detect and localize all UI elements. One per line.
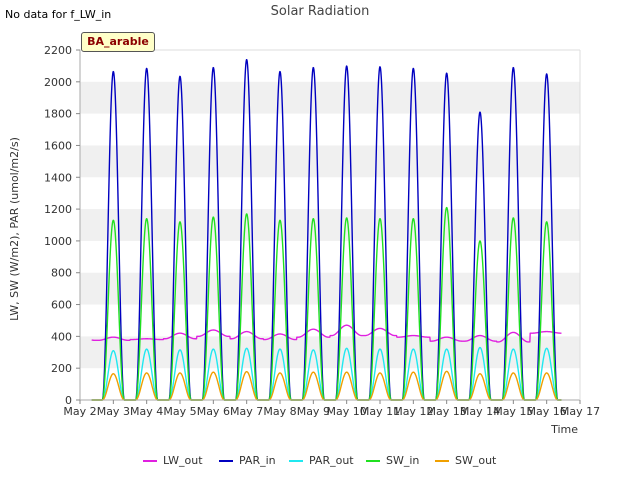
legend-label-par-in: PAR_in xyxy=(239,454,276,467)
x-ticks: May 2 May 3 May 4 May 5 May 6 May 7 May 8 May 9… xyxy=(63,400,600,418)
y-tick-label: 1600 xyxy=(44,139,72,152)
x-tick-label: May 9 xyxy=(297,405,330,418)
no-data-note: No data for f_LW_in xyxy=(5,8,112,21)
site-label-badge: BA_arable xyxy=(81,32,155,52)
x-tick-label: May 12 xyxy=(393,405,433,418)
y-tick-label: 2000 xyxy=(44,76,72,89)
legend-item-sw-out: SW_out xyxy=(435,454,496,467)
legend-swatch-sw-in xyxy=(366,459,380,462)
x-tick-label: May 13 xyxy=(427,405,467,418)
x-tick-label: May 3 xyxy=(97,405,130,418)
x-tick-label: May 10 xyxy=(327,405,367,418)
x-tick-label: May 16 xyxy=(527,405,567,418)
axes xyxy=(79,49,581,401)
x-tick-label: May 6 xyxy=(197,405,230,418)
x-tick-label: May 5 xyxy=(163,405,196,418)
y-tick-label: 1000 xyxy=(44,235,72,248)
y-tick-label: 400 xyxy=(51,330,72,343)
series-line-sw-out xyxy=(91,370,562,401)
legend-swatch-par-out xyxy=(289,459,303,462)
legend-label-par-out: PAR_out xyxy=(309,454,354,467)
chart-title: Solar Radiation xyxy=(270,4,370,19)
legend-label-sw-out: SW_out xyxy=(455,454,497,467)
grid-band xyxy=(80,81,580,114)
x-tick-label: May 7 xyxy=(230,405,263,418)
y-tick-label: 200 xyxy=(51,362,72,375)
x-tick-label: May 8 xyxy=(263,405,296,418)
y-tick-label: 1800 xyxy=(44,108,72,121)
legend-swatch-par-in xyxy=(219,459,233,462)
x-tick-label: May 4 xyxy=(130,405,163,418)
x-tick-label: May 11 xyxy=(360,405,400,418)
grid-band xyxy=(80,272,580,305)
legend-swatch-lw-out xyxy=(143,459,157,462)
y-tick-label: 2200 xyxy=(44,44,72,57)
legend-item-lw-out: LW_out xyxy=(143,454,203,467)
grid-band xyxy=(80,145,580,178)
y-tick-label: 800 xyxy=(51,267,72,280)
y-tick-label: 0 xyxy=(65,394,72,407)
y-axis-label: LW, SW (W/m2), PAR (umol/m2/s) xyxy=(8,137,21,321)
grid-band xyxy=(80,209,580,241)
x-tick-label: May 17 xyxy=(560,405,600,418)
x-tick-label: May 2 xyxy=(63,405,96,418)
y-ticks: 0 200 400 600 800 1000 1200 1400 1600 1800 2000 220… xyxy=(44,44,80,407)
x-axis-label: Time xyxy=(550,423,578,436)
y-tick-label: 1200 xyxy=(44,203,72,216)
legend-item-sw-in: SW_in xyxy=(366,454,419,467)
y-tick-label: 600 xyxy=(51,299,72,312)
x-tick-label: May 15 xyxy=(493,405,533,418)
legend-swatch-sw-out xyxy=(435,459,449,462)
y-tick-label: 1400 xyxy=(44,171,72,184)
legend-item-par-out: PAR_out xyxy=(289,454,354,467)
x-tick-label: May 14 xyxy=(460,405,500,418)
grid-bands xyxy=(80,81,580,369)
legend-label-lw-out: LW_out xyxy=(163,454,203,467)
legend-item-par-in: PAR_in xyxy=(219,454,276,467)
series-line-lw-out xyxy=(91,324,562,343)
legend-label-sw-in: SW_in xyxy=(386,454,420,467)
